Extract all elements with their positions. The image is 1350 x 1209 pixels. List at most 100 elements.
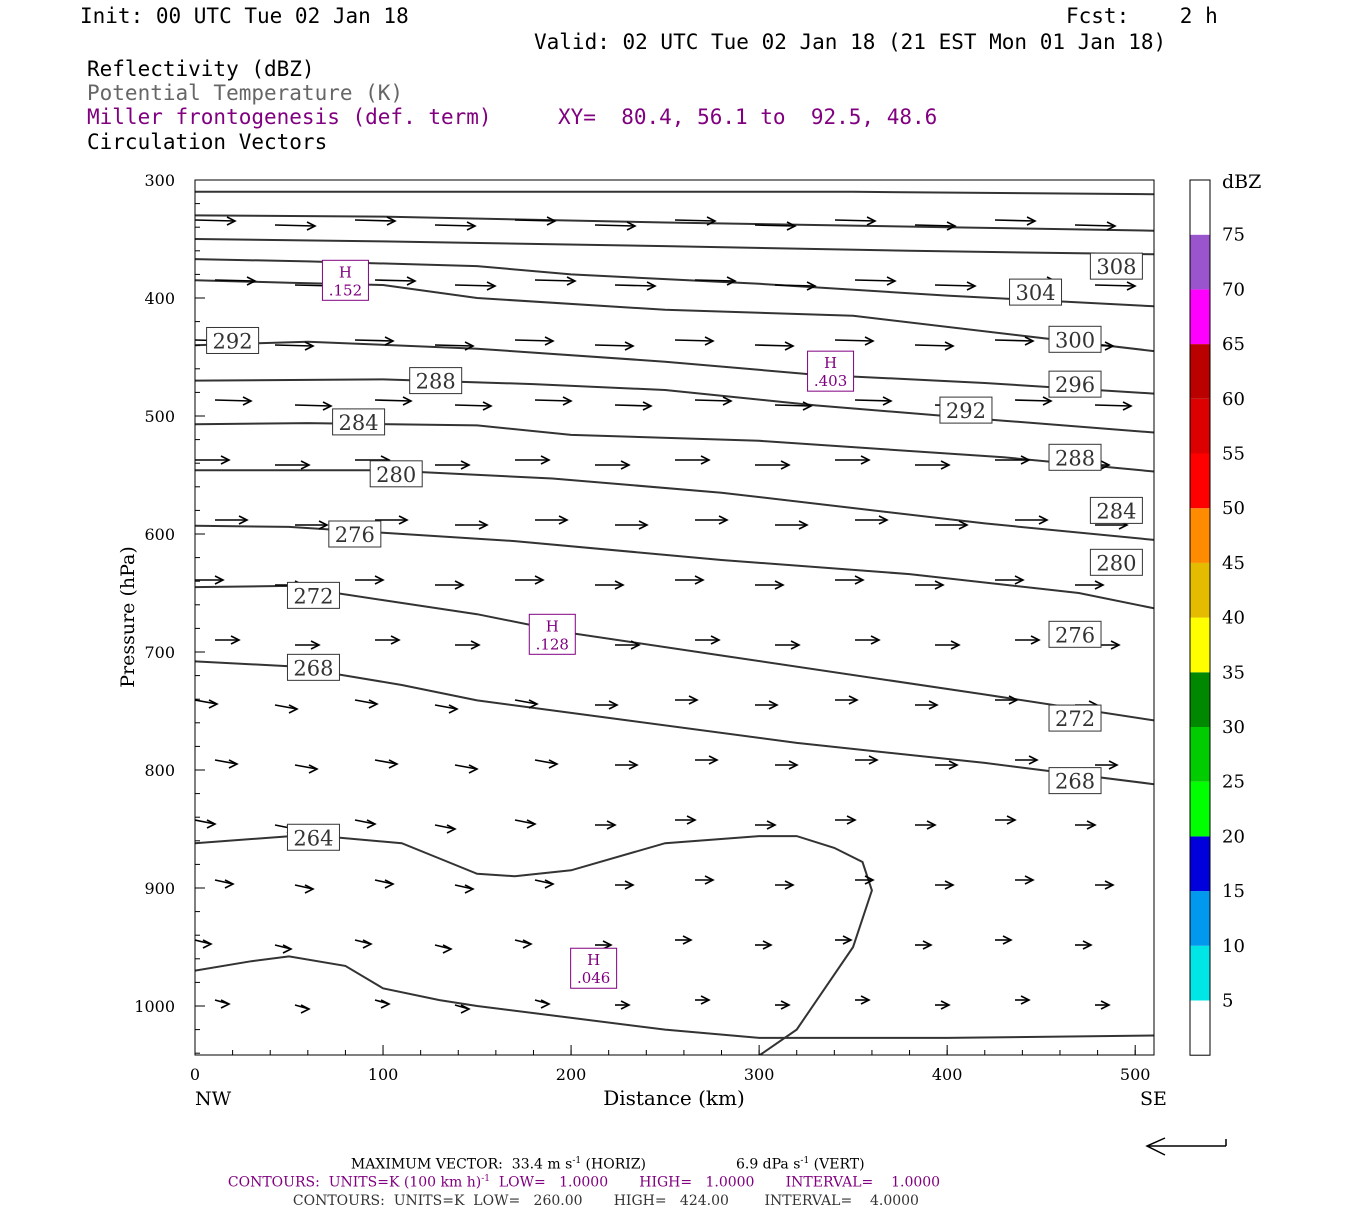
circulation-vector <box>214 396 253 406</box>
colorbar-level-label: 5 <box>1222 991 1233 1012</box>
circulation-vector <box>434 944 453 954</box>
vector-head <box>1108 760 1119 770</box>
circulation-vector <box>775 1000 791 1010</box>
colorbar-segment <box>1190 289 1210 345</box>
field-reflectivity: Reflectivity (dBZ) <box>87 57 315 81</box>
contour-label-box <box>1048 370 1102 398</box>
circulation-vector <box>675 575 705 585</box>
vector-head <box>686 815 697 825</box>
circulation-vector <box>615 760 639 770</box>
vector-head <box>628 760 639 770</box>
circulation-vector <box>595 460 631 470</box>
contour-label-box <box>369 460 423 488</box>
vector-head <box>780 1000 791 1010</box>
circulation-vector <box>675 815 697 825</box>
circulation-vector <box>934 281 977 291</box>
circulation-vector <box>615 640 641 650</box>
vector-head <box>1126 281 1137 291</box>
circulation-vector <box>354 336 395 346</box>
contour-label-text: 272 <box>293 584 333 608</box>
contour-label: 308 <box>1089 252 1143 280</box>
circulation-vector <box>534 999 551 1009</box>
vector-head <box>948 760 959 770</box>
circulation-vector <box>615 880 635 890</box>
vector-shaft <box>454 404 492 407</box>
theta-contour-288 <box>195 422 1154 473</box>
vector-head <box>718 515 729 525</box>
contour-label-text: 272 <box>1055 707 1095 731</box>
vector-head <box>868 755 879 765</box>
vector-shaft <box>834 339 874 342</box>
contour-label-box <box>1089 496 1143 524</box>
contour-label: 272 <box>286 581 340 609</box>
circulation-vector <box>514 216 557 226</box>
circulation-vector <box>835 455 871 465</box>
contour-label-text: 264 <box>293 826 333 850</box>
contour-label: 284 <box>332 408 386 436</box>
y-tick-label: 900 <box>144 879 175 898</box>
circulation-vector <box>534 879 555 889</box>
vector-head <box>544 879 555 889</box>
vector-head <box>1082 940 1093 950</box>
vector-head <box>1002 935 1013 945</box>
circulation-vector <box>775 640 801 650</box>
vector-shaft <box>374 279 416 282</box>
vector-head <box>304 341 315 351</box>
vector-head <box>464 884 475 894</box>
contour-label: 264 <box>286 823 340 851</box>
vector-head <box>1020 995 1031 1005</box>
vector-head <box>638 520 649 530</box>
contour-label-text: 304 <box>1015 281 1055 305</box>
vector-head <box>798 520 809 530</box>
circulation-vector <box>515 455 551 465</box>
circulation-vector <box>754 221 797 231</box>
vector-head <box>848 695 859 705</box>
x-tick-label: 100 <box>368 1065 399 1084</box>
vector-head <box>468 764 479 774</box>
vector-shaft <box>674 219 716 222</box>
vector-head <box>878 515 889 525</box>
colorbar-level-label: 75 <box>1222 225 1245 246</box>
circulation-vector <box>514 939 533 949</box>
circulation-vector <box>614 281 657 291</box>
circulation-vector <box>775 880 795 890</box>
circulation-vector <box>855 515 889 525</box>
circulation-vector <box>454 764 479 774</box>
vector-head <box>306 221 317 231</box>
circulation-vector <box>195 575 225 585</box>
contour-label-text: 276 <box>335 523 375 547</box>
circulation-vector <box>995 815 1017 825</box>
circulation-vector <box>455 520 489 530</box>
contour-label: 272 <box>1048 704 1102 732</box>
circulation-vector <box>1074 221 1117 231</box>
circulation-vector <box>294 884 315 894</box>
forecast-hour: Fcst: 2 h <box>1066 4 1218 28</box>
circulation-vector <box>214 999 231 1009</box>
vector-shaft <box>214 759 238 765</box>
vector-head <box>202 939 213 949</box>
circulation-vector <box>354 699 379 709</box>
vector-shaft <box>514 699 538 705</box>
vector-head <box>866 216 877 226</box>
vector-head <box>784 341 795 351</box>
vector-head <box>710 635 721 645</box>
vector-head <box>406 276 417 286</box>
circulation-vector <box>935 640 961 650</box>
circulation-vector <box>835 695 859 705</box>
colorbar-segment <box>1190 453 1210 509</box>
circulation-vector <box>434 221 477 231</box>
colorbar-level-label: 30 <box>1222 717 1245 738</box>
vector-head <box>940 1000 951 1010</box>
vector-shaft <box>195 819 216 825</box>
circulation-vector <box>1015 635 1041 645</box>
vector-shaft <box>834 219 876 222</box>
contour-label-text: 300 <box>1055 328 1095 352</box>
fronto-max: H.128 <box>528 613 576 655</box>
vector-shaft <box>354 819 376 825</box>
vector-shaft <box>374 759 398 765</box>
circulation-vector <box>514 336 555 346</box>
vector-head <box>642 401 653 411</box>
vector-head <box>806 281 817 291</box>
vector-head <box>454 580 465 590</box>
vector-head <box>966 281 977 291</box>
